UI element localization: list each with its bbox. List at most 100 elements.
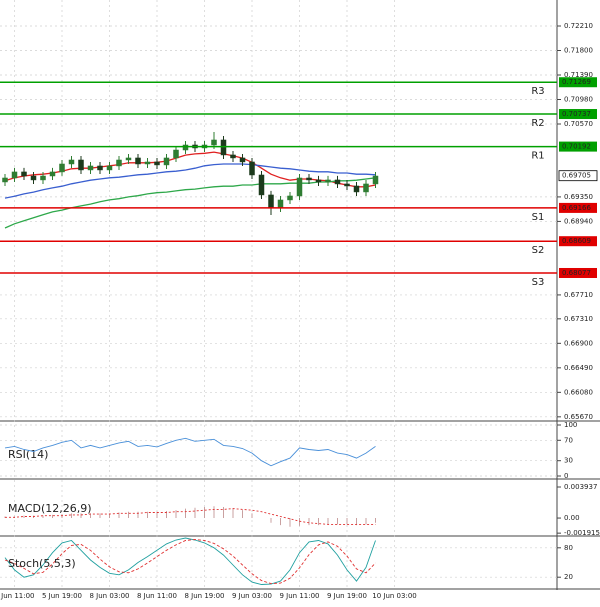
y-tick-label: 0.66490 [564, 364, 593, 372]
x-tick-label: 9 Jun 03:00 [232, 592, 272, 600]
candle-body [315, 179, 322, 183]
moving-average [4, 163, 376, 199]
level-box [559, 236, 597, 247]
candle-body [239, 157, 246, 163]
x-tick-label: 10 Jun 03:00 [372, 592, 416, 600]
y-tick-label: 30 [564, 457, 573, 465]
level-value: 0.70192 [562, 143, 591, 151]
y-tick-label: 0.69350 [564, 193, 593, 201]
candle-body [220, 139, 227, 156]
y-tick-label: 0.00 [564, 514, 580, 522]
moving-average [4, 177, 376, 229]
x-tick-label: 8 Jun 11:00 [137, 592, 177, 600]
y-tick-label: 0.70570 [564, 120, 593, 128]
level-value: 0.69166 [562, 204, 591, 212]
candle-body [277, 199, 284, 209]
indicator-title: RSI(14) [8, 448, 48, 461]
y-tick-label: 0.66900 [564, 339, 593, 347]
candle-body [49, 171, 56, 177]
candle-body [97, 165, 103, 171]
candle-body [353, 185, 360, 193]
y-tick-label: 0.72210 [564, 22, 593, 30]
y-tick-label: 0.65670 [564, 413, 593, 421]
candle-body [116, 159, 122, 167]
y-tick-label: -0.001915 [564, 529, 600, 537]
y-tick-label: 100 [564, 421, 577, 429]
y-tick-label: 0.70980 [564, 96, 593, 104]
rsi-line [4, 437, 376, 467]
candle-body [296, 177, 303, 197]
x-tick-label: 5 Jun 19:00 [42, 592, 82, 600]
y-tick-label: 80 [564, 544, 573, 552]
candle-body [21, 171, 27, 177]
x-tick-label: 8 Jun 03:00 [89, 592, 129, 600]
level-name: S3 [532, 277, 545, 288]
candle-body [154, 161, 160, 166]
candle-body [249, 161, 255, 176]
indicator-title: MACD(12,26,9) [8, 502, 92, 515]
y-tick-label: 0.71800 [564, 46, 593, 54]
candle-body [372, 175, 379, 185]
x-tick-label: 5 Jun 11:00 [0, 592, 35, 600]
y-tick-label: 0.71390 [564, 71, 593, 79]
last-price-box [558, 170, 598, 182]
candle-body [173, 149, 179, 159]
candle-body [268, 194, 274, 209]
candle-body [258, 174, 265, 196]
y-tick-label: 0 [564, 472, 568, 480]
candle-body [87, 165, 94, 171]
signal-line [5, 508, 376, 525]
candle-body [344, 183, 350, 187]
moving-average [4, 151, 376, 188]
y-tick-label: 0.68940 [564, 217, 593, 225]
candle-body [59, 163, 65, 173]
x-tick-label: 9 Jun 19:00 [327, 592, 367, 600]
candle-body [230, 154, 236, 159]
level-box [559, 109, 597, 120]
x-tick-label: 8 Jun 19:00 [184, 592, 224, 600]
level-value: 0.68609 [562, 237, 591, 245]
x-tick-label: 9 Jun 11:00 [279, 592, 319, 600]
level-box [559, 77, 597, 88]
level-value: 0.70737 [562, 110, 591, 118]
last-price: 0.69705 [562, 172, 591, 180]
stoch-k-line [4, 537, 376, 585]
y-tick-label: 0.003937 [564, 483, 597, 491]
candle-body [363, 183, 369, 193]
candle-body [163, 157, 170, 166]
level-value: 0.68077 [562, 269, 591, 277]
y-tick-label: 0.67710 [564, 291, 593, 299]
indicator-title: Stoch(5,5,3) [8, 557, 76, 570]
level-name: R3 [531, 86, 544, 97]
candle-body [306, 177, 312, 181]
level-name: R1 [531, 151, 544, 162]
candle-body [11, 171, 18, 179]
candle-body [211, 139, 217, 146]
candle-body [125, 157, 132, 161]
candle-body [144, 161, 151, 165]
level-name: S2 [532, 245, 545, 256]
y-tick-label: 20 [564, 573, 573, 581]
level-name: R2 [531, 118, 544, 129]
level-name: S1 [532, 212, 545, 223]
candle-body [106, 165, 113, 171]
y-tick-label: 70 [564, 436, 573, 444]
candle-body [78, 159, 84, 171]
level-box [559, 202, 597, 213]
y-tick-label: 0.66080 [564, 388, 593, 396]
candle-body [334, 179, 341, 185]
candle-body [182, 144, 189, 151]
level-value: 0.71269 [562, 78, 591, 86]
candle-body [2, 177, 8, 183]
level-box [559, 267, 597, 278]
candle-body [287, 195, 293, 201]
y-tick-label: 0.67310 [564, 315, 593, 323]
candle-body [68, 159, 75, 165]
candle-body [135, 157, 141, 165]
candle-body [30, 175, 37, 181]
candle-body [40, 175, 46, 181]
stoch-d-line [4, 539, 376, 585]
candle-body [325, 179, 331, 183]
